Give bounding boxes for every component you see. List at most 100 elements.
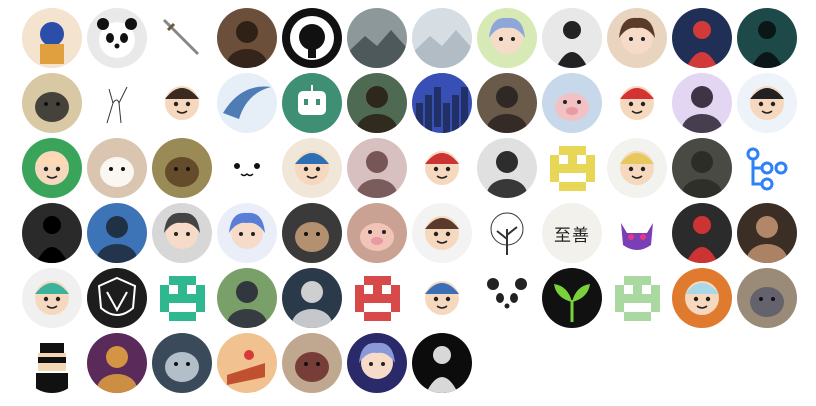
avatar-smiling-man-photo-icon[interactable]: [347, 73, 407, 133]
avatar-line-sketch-image: [87, 73, 147, 133]
avatar-green-pixel-identicon-icon[interactable]: [152, 268, 212, 328]
avatar-gas-mask-figure-icon[interactable]: [672, 203, 732, 263]
avatar-zelda-link-archer-image: [412, 268, 472, 328]
avatar-man-smiling-bw-photo-image: [477, 138, 537, 198]
avatar-rick-cartoon-image: [672, 268, 732, 328]
avatar-chef-cartoon-icon[interactable]: [412, 138, 472, 198]
avatar-man-smiling-bw-photo-icon[interactable]: [477, 138, 537, 198]
avatar-woman-portrait-dark-icon[interactable]: [737, 203, 797, 263]
avatar-jumping-man-night-icon[interactable]: [672, 8, 732, 68]
avatar-sword-icon[interactable]: [152, 8, 212, 68]
avatar-pig-photo-icon[interactable]: [542, 73, 602, 133]
avatar-woman-portrait-dark-image: [737, 203, 797, 263]
avatar-chinese-text-icon[interactable]: 至善: [542, 203, 602, 263]
avatar-hooded-silhouette-icon[interactable]: [542, 8, 602, 68]
avatar-blue-wave-logo-image: [217, 73, 277, 133]
avatar-werewolf-mask-icon[interactable]: [152, 333, 212, 393]
avatar-blue-wave-logo-icon[interactable]: [217, 73, 277, 133]
avatar-boy-portrait-icon[interactable]: [672, 73, 732, 133]
avatar-figure-in-darkness-photo-image: [412, 333, 472, 393]
avatar-raccoon-cat-illustration-image: [282, 203, 342, 263]
avatar-panda-icon[interactable]: [87, 8, 147, 68]
avatar-togepi-egg-icon[interactable]: [607, 138, 667, 198]
avatar-pig-toy-photo-icon[interactable]: [347, 203, 407, 263]
avatar-anime-boy-brown-hair-image: [607, 8, 667, 68]
avatar-anime-girl-icon[interactable]: [477, 8, 537, 68]
avatar-night-city-image: [412, 73, 472, 133]
avatar-rick-cartoon-icon[interactable]: [672, 268, 732, 328]
avatar-light-green-identicon-icon[interactable]: [607, 268, 667, 328]
avatar-figure-in-darkness-photo-icon[interactable]: [412, 333, 472, 393]
avatar-line-sketch-icon[interactable]: [87, 73, 147, 133]
avatar-cute-face-emoticon-icon[interactable]: [217, 138, 277, 198]
avatar-cartoon-boy-hat-image: [412, 203, 472, 263]
avatar-cute-face-emoticon-image: [217, 138, 277, 198]
avatar-github-octocat-icon[interactable]: [282, 8, 342, 68]
avatar-cake-slice-icon[interactable]: [217, 333, 277, 393]
avatar-pixel-art-portrait-icon[interactable]: [22, 8, 82, 68]
avatar-man-in-suit-photo-icon[interactable]: [217, 268, 277, 328]
avatar-cartoon-boy-hat-icon[interactable]: [412, 203, 472, 263]
avatar-man-under-aurora-image: [737, 8, 797, 68]
avatar-github-octocat-image: [282, 8, 342, 68]
avatar-panda-image: [87, 8, 147, 68]
avatar-green-pixel-identicon-image: [152, 268, 212, 328]
avatar-green-cartoon-kid-icon[interactable]: [22, 268, 82, 328]
avatar-tree-ink-drawing-image: [477, 203, 537, 263]
avatar-south-park-character-image: [282, 138, 342, 198]
avatar-robot-chat-icon[interactable]: [282, 73, 342, 133]
avatar-github-actions-workflow-icon[interactable]: [737, 138, 797, 198]
avatar-dog-on-grass-photo-icon[interactable]: [152, 138, 212, 198]
avatar-yellow-pixel-identicon-icon[interactable]: [542, 138, 602, 198]
avatar-pixel-sunglasses-man-icon[interactable]: [22, 333, 82, 393]
avatar-guitar-player-photo-icon[interactable]: [87, 333, 147, 393]
avatar-chinese-text-image: [542, 203, 602, 263]
avatar-cartoon-man-glasses-icon[interactable]: [737, 73, 797, 133]
avatar-night-city-icon[interactable]: [412, 73, 472, 133]
avatar-south-park-character-icon[interactable]: [282, 138, 342, 198]
avatar-person-in-tree-photo-icon[interactable]: [672, 138, 732, 198]
avatar-man-under-aurora-icon[interactable]: [737, 8, 797, 68]
avatar-samoyed-dog-photo-icon[interactable]: [87, 138, 147, 198]
avatar-cake-slice-image: [217, 333, 277, 393]
avatar-panda-cartoon-image: [477, 268, 537, 328]
avatar-jumping-man-night-image: [672, 8, 732, 68]
avatar-man-in-suit-photo-image: [217, 268, 277, 328]
avatar-github-actions-workflow-image: [737, 138, 797, 198]
avatar-tree-ink-drawing-icon[interactable]: [477, 203, 537, 263]
avatar-green-sprout-icon[interactable]: [542, 268, 602, 328]
avatar-hooded-silhouette-image: [542, 8, 602, 68]
avatar-cartoon-boy-glasses-icon[interactable]: [152, 73, 212, 133]
avatar-seal-closeup-photo-icon[interactable]: [22, 73, 82, 133]
avatar-raccoon-cat-illustration-icon[interactable]: [282, 203, 342, 263]
avatar-dark-silhouette-icon[interactable]: [22, 203, 82, 263]
avatar-green-cartoon-kid-image: [22, 268, 82, 328]
avatar-zelda-link-archer-icon[interactable]: [412, 268, 472, 328]
avatar-blue-haired-anime-icon[interactable]: [347, 333, 407, 393]
avatar-cat-wrapped-photo-icon[interactable]: [282, 333, 342, 393]
avatar-girl-cat-hat-photo-icon[interactable]: [347, 138, 407, 198]
avatar-watermelon-penguin-icon[interactable]: [607, 73, 667, 133]
avatar-white-haired-anime-image: [152, 203, 212, 263]
avatar-man-with-glasses-photo-icon[interactable]: [217, 8, 277, 68]
avatar-red-pixel-identicon-icon[interactable]: [347, 268, 407, 328]
avatar-pig-photo-image: [542, 73, 602, 133]
avatar-cat-cafe-photo-icon[interactable]: [737, 268, 797, 328]
avatar-watermelon-penguin-image: [607, 73, 667, 133]
avatar-white-haired-anime-icon[interactable]: [152, 203, 212, 263]
avatar-anime-boy-brown-hair-icon[interactable]: [607, 8, 667, 68]
avatar-misty-mountain-photo-icon[interactable]: [347, 8, 407, 68]
avatar-cat-wrapped-photo-image: [282, 333, 342, 393]
avatar-man-with-text-backdrop-icon[interactable]: [282, 268, 342, 328]
avatar-green-sprout-image: [542, 268, 602, 328]
avatar-man-by-sea-photo-icon[interactable]: [87, 203, 147, 263]
avatar-crayon-shin-chan-icon[interactable]: [22, 138, 82, 198]
avatar-hooded-man-photo-icon[interactable]: [477, 73, 537, 133]
avatar-purple-cat-icon[interactable]: [607, 203, 667, 263]
avatar-gas-mask-figure-image: [672, 203, 732, 263]
avatar-foggy-sky-photo-icon[interactable]: [412, 8, 472, 68]
avatar-white-haired-anime-girl-icon[interactable]: [217, 203, 277, 263]
avatar-panda-cartoon-icon[interactable]: [477, 268, 537, 328]
avatar-survey-corps-emblem-icon[interactable]: [87, 268, 147, 328]
